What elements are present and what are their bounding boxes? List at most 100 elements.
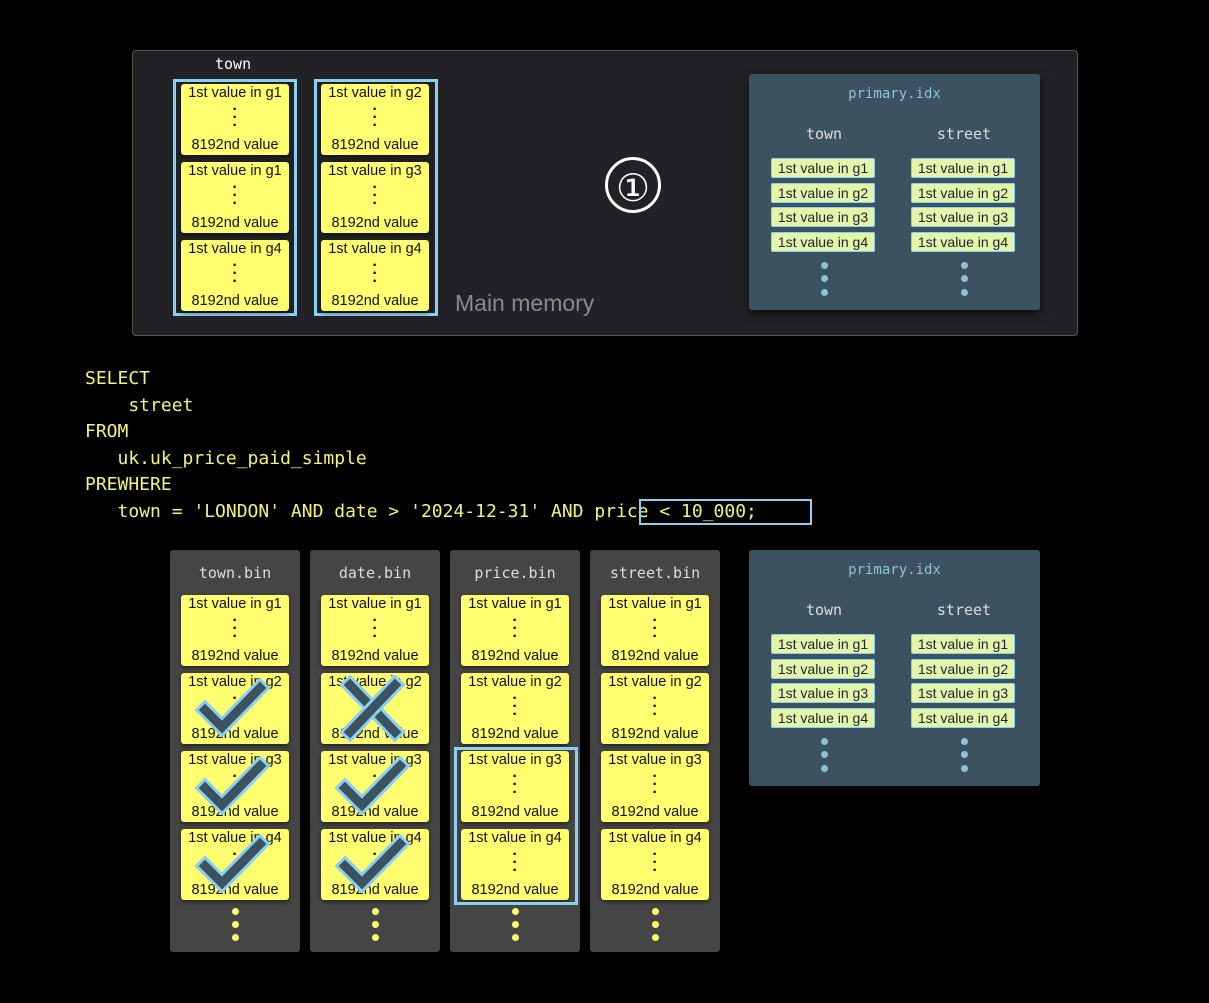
last-value: 8192nd value	[331, 882, 419, 898]
ellipsis-dots: · · ·	[372, 257, 378, 290]
check-icon	[194, 677, 271, 738]
more-dot	[232, 921, 239, 928]
more-dot	[961, 738, 968, 745]
more-dot	[232, 934, 239, 941]
index-entry: 1st value in g2	[911, 182, 1015, 203]
last-value: 8192nd value	[191, 137, 279, 153]
last-value: 8192nd value	[191, 882, 279, 898]
first-value: 1st value in g1	[188, 163, 282, 179]
ellipsis-dots: · · ·	[372, 612, 378, 645]
index-entry: 1st value in g3	[911, 683, 1015, 703]
more-dot	[961, 751, 968, 758]
last-value: 8192nd value	[331, 215, 419, 231]
step-1-marker: ①	[605, 157, 661, 213]
more-dot	[961, 289, 968, 296]
last-value: 8192nd value	[331, 293, 419, 309]
memory-column-label: town	[215, 55, 252, 73]
first-value: 1st value in g3	[328, 163, 422, 179]
sql-line: uk.uk_price_paid_simple	[85, 447, 367, 469]
more-dot	[821, 289, 828, 296]
memory-group-2	[314, 79, 438, 316]
granule-card: 1st value in g2 · · · 8192nd value	[601, 673, 709, 744]
bin-title: street.bin	[609, 564, 701, 582]
more-dot	[961, 275, 968, 282]
first-value: 1st value in g1	[608, 596, 702, 612]
last-value: 8192nd value	[611, 648, 699, 664]
ellipsis-dots: · · ·	[652, 612, 658, 645]
check-icon	[194, 833, 271, 894]
check-icon	[334, 755, 411, 816]
granule-card: 1st value in g1 · · · 8192nd value	[181, 595, 289, 666]
last-value: 8192nd value	[471, 804, 559, 820]
last-value: 8192nd value	[471, 648, 559, 664]
granule-card: 1st value in g1 · · · 8192nd value	[321, 595, 429, 666]
granule-card: 1st value in g1 · · · 8192nd value	[601, 595, 709, 666]
first-value: 1st value in g2	[468, 674, 562, 690]
more-dot	[372, 934, 379, 941]
main-memory-label: Main memory	[455, 290, 595, 316]
more-dot	[512, 921, 519, 928]
first-value: 1st value in g1	[188, 85, 282, 101]
bin-title: price.bin	[474, 564, 556, 582]
last-value: 8192nd value	[471, 882, 559, 898]
primary-index-panel-2: primary.idx town 1st value in g1 1st value …	[749, 550, 1040, 786]
index-entry: 1st value in g2	[771, 658, 875, 679]
first-value: 1st value in g2	[608, 674, 702, 690]
granule-card: 1st value in g4 · · · 8192nd value	[321, 240, 429, 311]
last-value: 8192nd value	[331, 137, 419, 153]
ellipsis-dots: · · ·	[372, 179, 378, 212]
ellipsis-dots: · · ·	[232, 101, 238, 134]
last-value: 8192nd value	[191, 804, 279, 820]
first-value: 1st value in g4	[188, 241, 282, 257]
more-dot	[961, 262, 968, 269]
index-entry: 1st value in g4	[911, 707, 1015, 728]
primary-index-panel: primary.idx town 1st value in g1 1st value …	[749, 74, 1040, 310]
sql-line: street	[85, 394, 194, 416]
ellipsis-dots: · · ·	[512, 846, 518, 879]
ellipsis-dots: · · ·	[652, 768, 658, 801]
sql-line: town = 'LONDON' AND date > '2024-12-31' …	[85, 500, 757, 522]
index-entry: 1st value in g2	[771, 182, 875, 203]
last-value: 8192nd value	[191, 215, 279, 231]
first-value: 1st value in g2	[328, 85, 422, 101]
granule-card: 1st value in g2 · · · 8192nd value	[321, 84, 429, 155]
last-value: 8192nd value	[191, 648, 279, 664]
first-value: 1st value in g4	[468, 830, 562, 846]
selected-granules-price	[454, 747, 578, 905]
ellipsis-dots: · · ·	[232, 612, 238, 645]
last-value: 8192nd value	[331, 804, 419, 820]
sql-query: SELECT street FROM uk.uk_price_paid_simpl…	[85, 366, 757, 525]
index-column-header: street	[936, 601, 992, 619]
more-dot	[232, 908, 239, 915]
last-value: 8192nd value	[191, 293, 279, 309]
more-dot	[821, 765, 828, 772]
first-value: 1st value in g4	[608, 830, 702, 846]
granule-card: 1st value in g1 · · · 8192nd value	[461, 595, 569, 666]
more-dot	[961, 765, 968, 772]
more-dot	[652, 921, 659, 928]
first-value: 1st value in g4	[328, 241, 422, 257]
last-value: 8192nd value	[611, 882, 699, 898]
more-dot	[821, 751, 828, 758]
ellipsis-dots: · · ·	[652, 690, 658, 723]
index-entry: 1st value in g4	[771, 707, 875, 728]
more-dot	[652, 934, 659, 941]
first-value: 1st value in g1	[328, 596, 422, 612]
bin-title: town.bin	[198, 564, 272, 582]
granule-card: 1st value in g4 · · · 8192nd value	[181, 240, 289, 311]
sql-line: FROM	[85, 421, 129, 442]
first-value: 1st value in g1	[188, 596, 282, 612]
granule-card: 1st value in g1 · · · 8192nd value	[181, 162, 289, 233]
ellipsis-dots: · · ·	[512, 612, 518, 645]
index-entry: 1st value in g1	[911, 158, 1015, 178]
last-value: 8192nd value	[611, 804, 699, 820]
index-entry: 1st value in g3	[771, 207, 875, 227]
index-column-header: street	[936, 125, 992, 143]
ellipsis-dots: · · ·	[232, 179, 238, 212]
index-column-header: town	[805, 125, 843, 143]
more-dot	[821, 262, 828, 269]
ellipsis-dots: · · ·	[652, 846, 658, 879]
more-dot	[512, 908, 519, 915]
index-entry: 1st value in g3	[911, 207, 1015, 227]
granule-card: 1st value in g3 · · · 8192nd value	[321, 162, 429, 233]
